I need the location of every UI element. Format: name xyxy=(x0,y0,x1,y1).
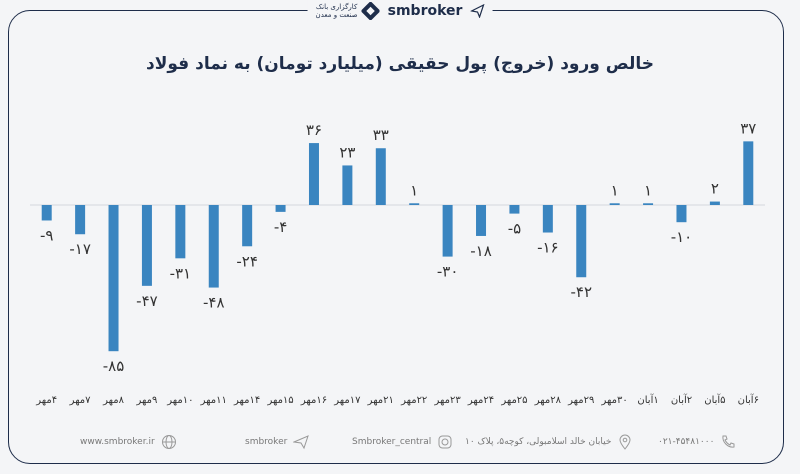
value-label-5: -۳۱ xyxy=(170,264,192,282)
bar-19 xyxy=(643,203,654,205)
category-label-11: ۲۱مهر xyxy=(367,395,394,406)
header: کارگزاری بانک صنعت و معدن smbroker xyxy=(307,0,493,22)
category-label-2: ۷مهر xyxy=(69,395,91,406)
value-label-18: ۱ xyxy=(611,181,619,199)
bar-15 xyxy=(509,205,520,214)
telegram-text: smbroker xyxy=(245,437,288,447)
bar-20 xyxy=(676,205,687,223)
brand-name: smbroker xyxy=(387,3,463,19)
bar-18 xyxy=(609,203,620,205)
location-pin-icon xyxy=(619,434,631,450)
value-label-9: ۳۶ xyxy=(306,121,322,139)
category-label-7: ۱۴مهر xyxy=(233,395,260,406)
value-label-19: ۱ xyxy=(644,181,652,199)
logo-line1: کارگزاری بانک xyxy=(315,3,358,11)
footer-address: خیابان خالد اسلامبولی، کوچه۵، پلاک ۱۰ xyxy=(465,434,633,450)
value-label-15: -۵ xyxy=(508,220,521,238)
phone-text: ۰۲۱-۴۵۴۸۱۰۰۰ xyxy=(658,437,715,447)
globe-icon xyxy=(161,435,176,449)
category-label-16: ۲۸مهر xyxy=(534,395,562,406)
value-label-17: -۴۲ xyxy=(570,283,592,301)
value-label-7: -۲۴ xyxy=(236,252,258,270)
footer-instagram: Smbroker_central xyxy=(352,434,453,450)
bar-22 xyxy=(743,141,754,205)
footer: www.smbroker.ir smbroker Smbroker_centra… xyxy=(0,428,800,456)
category-label-15: ۲۵مهر xyxy=(500,395,527,406)
category-label-5: ۱۰مهر xyxy=(166,395,193,406)
address-text: خیابان خالد اسلامبولی، کوچه۵، پلاک ۱۰ xyxy=(465,437,612,447)
bar-6 xyxy=(208,205,219,288)
category-label-13: ۲۳مهر xyxy=(433,395,461,406)
value-label-8: -۴ xyxy=(274,218,287,236)
bar-14 xyxy=(476,205,487,236)
bar-chart: -۹۴مهر-۱۷۷مهر-۸۵۸مهر-۴۷۹مهر-۳۱۱۰مهر-۴۸۱۱… xyxy=(30,119,765,406)
footer-phone: ۰۲۱-۴۵۴۸۱۰۰۰ xyxy=(658,434,736,450)
phone-icon xyxy=(722,435,735,448)
category-label-22: ۶آبان xyxy=(738,393,759,406)
instagram-text: Smbroker_central xyxy=(352,437,432,447)
value-label-4: -۴۷ xyxy=(136,292,158,310)
category-label-6: ۱۱مهر xyxy=(200,395,227,406)
bar-12 xyxy=(409,203,420,205)
category-label-1: ۴مهر xyxy=(35,395,57,406)
bar-10 xyxy=(342,165,353,205)
footer-website: www.smbroker.ir xyxy=(80,434,177,450)
category-label-21: ۵آبان xyxy=(704,393,725,406)
value-label-1: -۹ xyxy=(40,226,53,244)
category-label-10: ۱۷مهر xyxy=(333,395,361,406)
category-label-3: ۸مهر xyxy=(102,395,124,406)
bar-16 xyxy=(542,205,553,233)
category-label-19: ۱آبان xyxy=(637,393,658,406)
bar-5 xyxy=(175,205,186,259)
bar-9 xyxy=(308,143,319,205)
value-label-22: ۳۷ xyxy=(740,119,756,137)
value-label-20: -۱۰ xyxy=(671,228,693,246)
bar-11 xyxy=(375,148,386,205)
bar-7 xyxy=(242,205,253,247)
value-label-6: -۴۸ xyxy=(203,294,225,312)
logo: کارگزاری بانک صنعت و معدن xyxy=(316,2,380,20)
value-label-13: -۳۰ xyxy=(437,263,459,281)
category-label-20: ۲آبان xyxy=(671,393,692,406)
telegram-icon xyxy=(293,435,310,450)
category-label-4: ۹مهر xyxy=(136,395,158,406)
category-label-18: ۳۰مهر xyxy=(601,395,628,406)
category-label-17: ۲۹مهر xyxy=(567,395,594,406)
value-label-16: -۱۶ xyxy=(537,239,559,257)
bar-21 xyxy=(709,201,720,205)
bar-4 xyxy=(141,205,152,286)
bar-13 xyxy=(442,205,453,257)
website-text: www.smbroker.ir xyxy=(80,437,155,447)
value-label-10: ۲۳ xyxy=(339,143,355,161)
value-label-11: ۳۳ xyxy=(373,126,389,144)
bar-17 xyxy=(576,205,587,278)
category-label-14: ۲۴مهر xyxy=(467,395,494,406)
paper-plane-icon xyxy=(470,4,485,18)
value-label-12: ۱ xyxy=(410,181,418,199)
value-label-2: -۱۷ xyxy=(69,240,91,258)
bar-1 xyxy=(41,205,52,221)
category-label-8: ۱۵مهر xyxy=(266,395,293,406)
instagram-icon xyxy=(438,435,452,449)
value-label-3: -۸۵ xyxy=(103,357,125,375)
logo-line2: صنعت و معدن xyxy=(315,11,358,19)
category-label-9: ۱۶مهر xyxy=(300,395,327,406)
chart-title: خالص ورود (خروج) پول حقیقی (میلیارد توما… xyxy=(146,54,654,74)
logo-icon xyxy=(361,2,380,20)
bar-8 xyxy=(275,205,286,212)
bar-3 xyxy=(108,205,119,352)
bar-2 xyxy=(75,205,86,235)
value-label-21: ۲ xyxy=(711,180,719,198)
footer-telegram: smbroker xyxy=(245,434,310,450)
category-label-12: ۲۲مهر xyxy=(400,395,427,406)
value-label-14: -۱۸ xyxy=(470,242,492,260)
